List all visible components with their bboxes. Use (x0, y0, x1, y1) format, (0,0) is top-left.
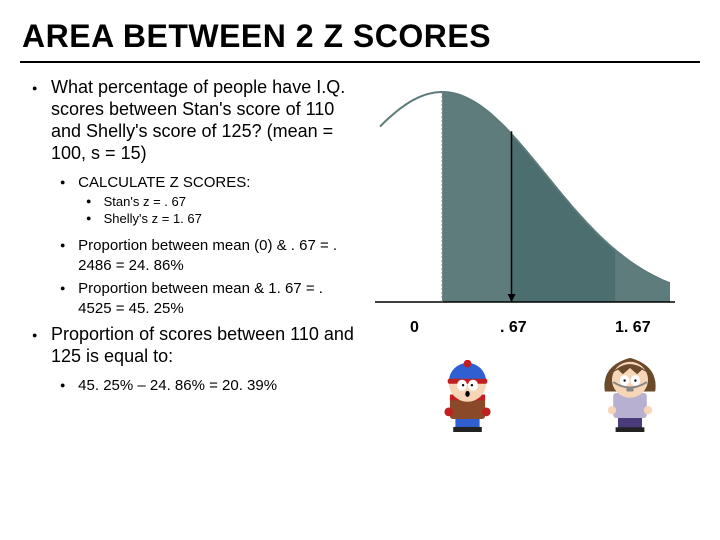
bullet-prop1: Proportion between mean (0) & . 67 = . 2… (60, 236, 370, 275)
bullet-text: CALCULATE Z SCORES: (78, 173, 358, 193)
figure-column: 0 . 67 1. 67 (370, 77, 690, 400)
bullet-shelly-z: Shelly's z = 1. 67 (86, 211, 370, 228)
bullet-text: 45. 25% – 24. 86% = 20. 39% (78, 376, 358, 396)
bell-curve-svg (370, 77, 680, 317)
axis-label-167: 1. 67 (615, 319, 651, 337)
bullet-text: Stan's z = . 67 (104, 194, 344, 211)
bullet-text: What percentage of people have I.Q. scor… (51, 77, 361, 165)
bullet-column: What percentage of people have I.Q. scor… (0, 77, 370, 400)
axis-label-067: . 67 (500, 319, 527, 337)
bullet-text: Proportion between mean & 1. 67 = . 4525… (78, 279, 358, 318)
bell-curve-chart (370, 77, 680, 337)
content-area: What percentage of people have I.Q. scor… (0, 63, 720, 400)
axis-label-0: 0 (410, 319, 419, 337)
bullet-text: Proportion between mean (0) & . 67 = . 2… (78, 236, 358, 275)
bullet-text: Proportion of scores between 110 and 125… (51, 324, 361, 368)
bullet-prop2: Proportion between mean & 1. 67 = . 4525… (60, 279, 370, 318)
bullet-answer: 45. 25% – 24. 86% = 20. 39% (60, 376, 370, 396)
bullet-calc: CALCULATE Z SCORES: Stan's z = . 67 Shel… (60, 173, 370, 232)
bullet-question: What percentage of people have I.Q. scor… (32, 77, 370, 318)
stan-character (440, 360, 495, 432)
slide-title: AREA BETWEEN 2 Z SCORES (0, 0, 720, 61)
bullet-stan-z: Stan's z = . 67 (86, 194, 370, 211)
bullet-text: Shelly's z = 1. 67 (104, 211, 344, 228)
shelly-character (600, 354, 660, 432)
characters-row (370, 352, 680, 432)
bullet-final: Proportion of scores between 110 and 125… (32, 324, 370, 395)
